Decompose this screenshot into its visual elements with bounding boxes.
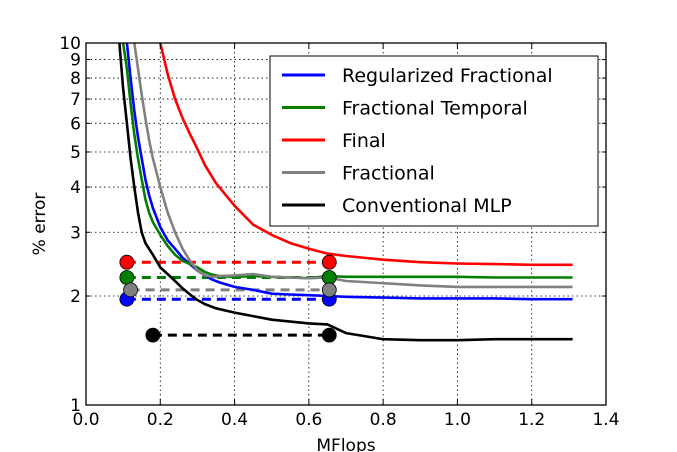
- x-tick-label: 1.0: [444, 410, 471, 430]
- x-tick-label: 0.2: [147, 410, 174, 430]
- marker-dot-start: [119, 270, 135, 285]
- y-tick-label: 1: [70, 396, 81, 416]
- y-tick-label: 5: [70, 143, 81, 163]
- marker-lines: [126, 260, 330, 337]
- y-tick-label: 4: [70, 178, 81, 198]
- x-axis-ticks: 0.0 0.2 0.4 0.6 0.8 1.0 1.2 1.4: [72, 43, 620, 430]
- y-tick-label: 2: [70, 287, 81, 307]
- marker-dot-start: [119, 254, 135, 270]
- marker-dot-end: [321, 254, 337, 270]
- y-tick-label: 10: [59, 34, 81, 54]
- legend-label: Conventional MLP: [342, 195, 512, 217]
- y-tick-label: 8: [70, 69, 81, 89]
- x-tick-label: 1.2: [518, 410, 545, 430]
- marker-dot-end: [321, 282, 337, 298]
- series-line: [118, 43, 573, 342]
- series-line: [159, 43, 573, 267]
- series-line: [121, 43, 573, 280]
- x-tick-label: 0.4: [221, 410, 248, 430]
- marker-dots: [119, 254, 337, 343]
- marker-dot-start: [123, 282, 138, 298]
- y-tick-label: 7: [70, 90, 81, 110]
- plot-frame: [85, 42, 607, 406]
- legend-label: Regularized Fractional: [342, 65, 553, 87]
- y-axis-label: % error: [30, 193, 50, 256]
- marker-dot-start: [145, 327, 161, 343]
- x-tick-label: 0.8: [370, 410, 397, 430]
- series-line: [125, 43, 573, 301]
- x-tick-label: 0.0: [72, 410, 99, 430]
- x-tick-label: 1.4: [592, 410, 619, 430]
- legend-label: Final: [342, 130, 386, 152]
- y-tick-label: 9: [70, 51, 81, 71]
- legend-label: Fractional Temporal: [342, 98, 528, 120]
- marker-dot-end: [321, 270, 337, 285]
- y-tick-label: 3: [70, 223, 81, 243]
- legend: Regularized Fractional Fractional Tempora…: [269, 55, 599, 227]
- x-axis-label: MFlops: [316, 436, 375, 452]
- legend-label: Fractional: [342, 163, 435, 185]
- x-tick-label: 0.6: [295, 410, 322, 430]
- marker-dot-end: [321, 327, 337, 343]
- y-tick-label: 6: [70, 114, 81, 134]
- series-line: [133, 43, 573, 289]
- series-lines: [118, 43, 573, 342]
